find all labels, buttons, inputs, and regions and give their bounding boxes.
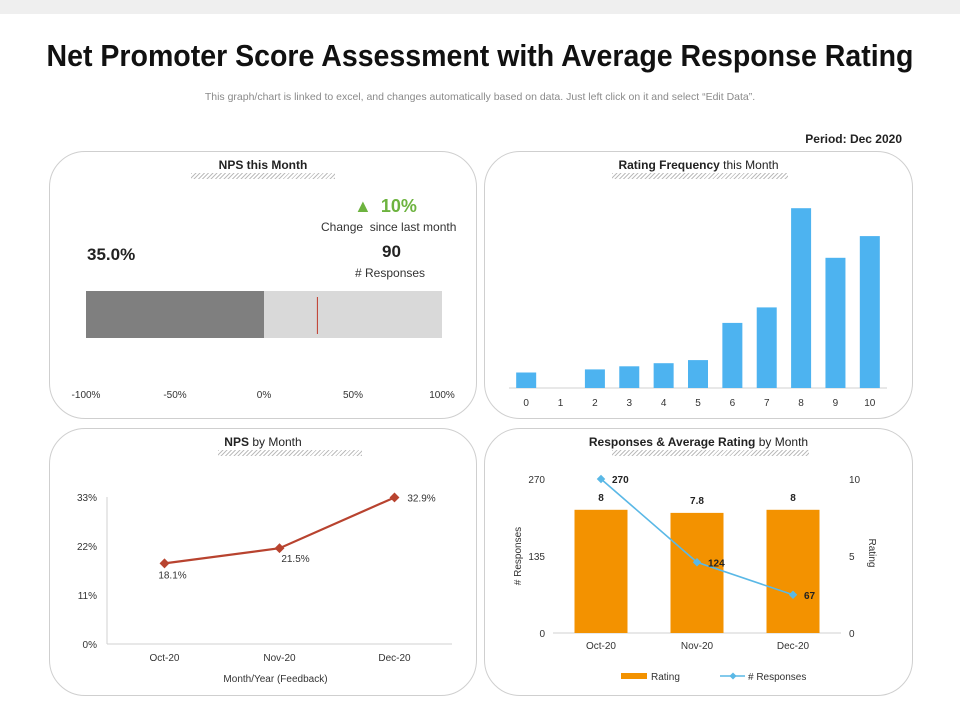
legend-responses-label: # Responses: [748, 672, 806, 683]
responses-data-label: 67: [804, 591, 816, 602]
nps-gauge-bar: [86, 291, 264, 338]
nps-data-label: 21.5%: [281, 554, 309, 565]
page-title: Net Promoter Score Assessment with Avera…: [46, 38, 914, 73]
title-underline: [612, 173, 788, 179]
page-subtitle: This graph/chart is linked to excel, and…: [204, 91, 756, 103]
rating-x-tick-label: 4: [661, 398, 667, 409]
responses-value: 90: [382, 242, 401, 261]
rating-bar: [766, 509, 820, 633]
rating-bar-label: 8: [790, 493, 796, 504]
nps-x-tick-label: Nov-20: [263, 653, 296, 664]
nps-gauge-chart: -100% -50% 0% 50% 100%: [72, 291, 455, 401]
rating-bar-label: 7.8: [690, 496, 704, 507]
panel-title: NPS this Month: [218, 158, 308, 172]
rating-frequency-panel: Rating Frequency this Month 0 1 2 3 4 5 6 7 8 9 10: [484, 151, 913, 419]
nps-gauge-tick-label: 50%: [343, 390, 363, 401]
resp-right-tick-label: 10: [849, 475, 861, 486]
resp-right-tick-label: 0: [849, 629, 855, 640]
nps-by-month-panel: NPS by Month 0% 11% 22% 33% 18.1% Oct-20 21.5%…: [49, 428, 477, 696]
rating-x-tick-label: 6: [730, 398, 736, 409]
resp-left-tick-label: 270: [528, 475, 545, 486]
change-row: ▲ 10%: [354, 196, 417, 217]
top-bar: [0, 0, 960, 14]
rating-bar: [574, 509, 628, 633]
legend-rating-label: Rating: [651, 672, 680, 683]
rating-bar: [825, 257, 846, 388]
period-label: Period: Dec 2020: [805, 132, 902, 146]
rating-bar: [722, 322, 743, 388]
rating-frequency-chart: 0 1 2 3 4 5 6 7 8 9 10: [509, 208, 887, 409]
nps-y-tick-label: 33%: [77, 493, 97, 504]
rating-bar-label: 8: [598, 493, 604, 504]
nps-point: [274, 543, 285, 554]
responses-data-label: 124: [708, 558, 725, 569]
change-label: Change since last month: [321, 220, 457, 234]
rating-x-tick-label: 9: [833, 398, 839, 409]
rating-bar: [859, 236, 880, 388]
nps-y-tick-label: 11%: [78, 591, 97, 602]
resp-left-tick-label: 135: [528, 552, 545, 563]
resp-right-tick-label: 5: [849, 552, 855, 563]
nps-x-tick-label: Dec-20: [378, 653, 411, 664]
resp-x-tick-label: Dec-20: [777, 641, 810, 652]
nps-x-tick-label: Oct-20: [149, 653, 179, 664]
change-value: 10%: [380, 196, 417, 216]
nps-line: [164, 496, 395, 565]
nps-gauge-tick-label: 0%: [257, 390, 272, 401]
nps-data-label: 32.9%: [407, 493, 435, 504]
title-underline: [218, 450, 362, 456]
rating-bar: [619, 366, 640, 388]
responses-label: # Responses: [355, 266, 426, 280]
rating-x-tick-label: 8: [798, 398, 804, 409]
rating-bar: [791, 208, 812, 388]
responses-point: [788, 590, 798, 600]
panel-title: Rating Frequency this Month: [618, 158, 779, 172]
rating-bar: [584, 369, 605, 388]
nps-y-tick-label: 0%: [83, 640, 98, 651]
nps-data-label: 18.1%: [158, 570, 186, 581]
rating-bar: [516, 372, 537, 388]
nps-gauge-tick-label: 100%: [429, 390, 455, 401]
rating-bar: [756, 307, 777, 388]
title-underline: [191, 173, 335, 179]
nps-by-month-chart: 0% 11% 22% 33% 18.1% Oct-20 21.5% Nov-20 32.9% De…: [77, 492, 452, 685]
responses-rating-panel: Responses & Average Rating by Month 0 135…: [484, 428, 913, 696]
nps-point: [159, 558, 170, 569]
nps-x-axis-title: Month/Year (Feedback): [223, 674, 327, 685]
resp-x-tick-label: Oct-20: [586, 641, 616, 652]
responses-data-label: 270: [612, 475, 629, 486]
legend-responses-marker: [729, 672, 737, 680]
rating-x-tick-label: 7: [764, 398, 770, 409]
responses-point: [692, 558, 702, 567]
rating-x-tick-label: 10: [864, 398, 876, 409]
rating-bar: [688, 360, 708, 388]
rating-x-tick-label: 3: [626, 398, 632, 409]
up-arrow-icon: ▲: [354, 196, 372, 216]
nps-value-label: 35.0%: [87, 245, 136, 264]
nps-gauge-tick-label: -50%: [163, 390, 186, 401]
resp-left-tick-label: 0: [539, 629, 545, 640]
panel-title: NPS by Month: [224, 435, 302, 449]
resp-right-axis-title: Rating: [866, 539, 877, 568]
legend-rating-swatch: [621, 673, 647, 679]
nps-this-month-panel: NPS this Month ▲ 10% Change since last m…: [49, 151, 477, 419]
rating-x-tick-label: 0: [523, 398, 529, 409]
nps-point: [389, 492, 400, 503]
rating-bar: [653, 363, 674, 388]
title-underline: [612, 450, 809, 456]
panel-title: Responses & Average Rating by Month: [588, 435, 809, 449]
nps-y-tick-label: 22%: [77, 542, 97, 553]
rating-x-tick-label: 2: [592, 398, 598, 409]
rating-x-tick-label: 5: [695, 398, 701, 409]
nps-gauge-tick-label: -100%: [72, 390, 101, 401]
rating-x-tick-label: 1: [558, 398, 564, 409]
rating-bar: [670, 512, 724, 633]
resp-x-tick-label: Nov-20: [681, 641, 714, 652]
responses-rating-chart: 0 135 270 0 5 10 # Responses Rating 8 Oct-20 7.8 No…: [513, 474, 877, 683]
resp-left-axis-title: # Responses: [513, 527, 524, 585]
